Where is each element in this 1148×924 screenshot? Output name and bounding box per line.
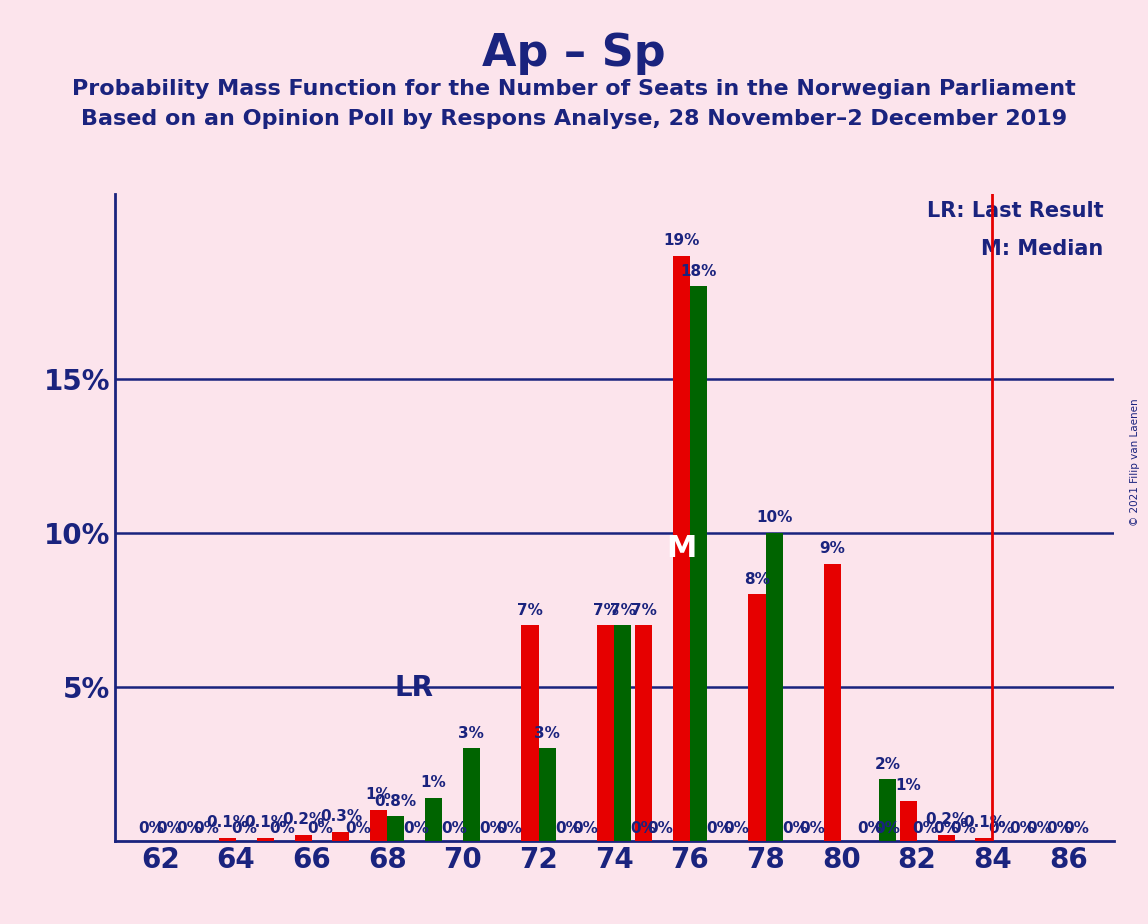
Bar bbox=[938, 834, 955, 841]
Text: 0.2%: 0.2% bbox=[282, 812, 324, 827]
Text: Based on an Opinion Poll by Respons Analyse, 28 November–2 December 2019: Based on an Opinion Poll by Respons Anal… bbox=[82, 109, 1066, 129]
Text: 0%: 0% bbox=[194, 821, 219, 836]
Text: 7%: 7% bbox=[630, 602, 657, 617]
Text: 0.1%: 0.1% bbox=[207, 815, 248, 830]
Bar bbox=[690, 286, 707, 841]
Text: 0.3%: 0.3% bbox=[320, 808, 362, 824]
Text: 0%: 0% bbox=[177, 821, 202, 836]
Text: M: M bbox=[666, 534, 697, 563]
Text: 0%: 0% bbox=[572, 821, 598, 836]
Text: 0%: 0% bbox=[344, 821, 371, 836]
Bar bbox=[635, 626, 652, 841]
Text: 0%: 0% bbox=[232, 821, 257, 836]
Text: 0.1%: 0.1% bbox=[245, 815, 286, 830]
Text: 0.8%: 0.8% bbox=[374, 794, 417, 808]
Text: 0%: 0% bbox=[723, 821, 750, 836]
Text: 0%: 0% bbox=[308, 821, 333, 836]
Text: © 2021 Filip van Laenen: © 2021 Filip van Laenen bbox=[1130, 398, 1140, 526]
Text: 1%: 1% bbox=[366, 787, 391, 802]
Text: 3%: 3% bbox=[534, 725, 560, 741]
Bar bbox=[597, 626, 614, 841]
Text: 0%: 0% bbox=[554, 821, 581, 836]
Text: M: Median: M: Median bbox=[982, 239, 1103, 260]
Text: 19%: 19% bbox=[664, 233, 699, 248]
Text: 0%: 0% bbox=[156, 821, 181, 836]
Text: 0%: 0% bbox=[479, 821, 505, 836]
Text: Probability Mass Function for the Number of Seats in the Norwegian Parliament: Probability Mass Function for the Number… bbox=[72, 79, 1076, 99]
Text: 3%: 3% bbox=[458, 725, 484, 741]
Text: 10%: 10% bbox=[755, 510, 792, 525]
Text: 7%: 7% bbox=[592, 602, 619, 617]
Bar bbox=[219, 838, 235, 841]
Bar bbox=[614, 626, 631, 841]
Text: 0%: 0% bbox=[496, 821, 522, 836]
Text: 0%: 0% bbox=[1026, 821, 1052, 836]
Text: LR: LR bbox=[394, 675, 433, 702]
Text: 0%: 0% bbox=[933, 821, 959, 836]
Text: 0%: 0% bbox=[782, 821, 808, 836]
Bar bbox=[257, 838, 273, 841]
Bar bbox=[425, 797, 442, 841]
Bar bbox=[295, 834, 311, 841]
Text: 2%: 2% bbox=[875, 757, 900, 772]
Bar bbox=[538, 748, 556, 841]
Bar bbox=[370, 810, 387, 841]
Text: 0%: 0% bbox=[875, 821, 900, 836]
Text: 0%: 0% bbox=[913, 821, 938, 836]
Text: 0.2%: 0.2% bbox=[925, 812, 968, 827]
Text: 0%: 0% bbox=[404, 821, 429, 836]
Bar bbox=[766, 533, 783, 841]
Text: 0%: 0% bbox=[858, 821, 884, 836]
Text: 0%: 0% bbox=[1064, 821, 1089, 836]
Text: 0%: 0% bbox=[988, 821, 1014, 836]
Text: 0%: 0% bbox=[647, 821, 674, 836]
Text: 18%: 18% bbox=[680, 263, 716, 279]
Text: 0%: 0% bbox=[441, 821, 467, 836]
Text: 0%: 0% bbox=[1009, 821, 1034, 836]
Text: 7%: 7% bbox=[517, 602, 543, 617]
Bar bbox=[976, 838, 993, 841]
Bar bbox=[387, 816, 404, 841]
Text: 9%: 9% bbox=[820, 541, 846, 556]
Text: 0%: 0% bbox=[270, 821, 295, 836]
Bar bbox=[824, 564, 841, 841]
Text: 8%: 8% bbox=[744, 572, 770, 587]
Bar bbox=[748, 594, 766, 841]
Text: LR: Last Result: LR: Last Result bbox=[926, 201, 1103, 221]
Text: 0%: 0% bbox=[630, 821, 657, 836]
Text: 0.1%: 0.1% bbox=[963, 815, 1004, 830]
Text: 1%: 1% bbox=[420, 775, 447, 790]
Text: 0%: 0% bbox=[706, 821, 732, 836]
Bar bbox=[521, 626, 538, 841]
Text: 0%: 0% bbox=[1047, 821, 1072, 836]
Text: Ap – Sp: Ap – Sp bbox=[482, 32, 666, 76]
Text: 7%: 7% bbox=[610, 602, 636, 617]
Bar bbox=[463, 748, 480, 841]
Text: 1%: 1% bbox=[895, 778, 921, 793]
Bar bbox=[900, 801, 917, 841]
Text: 0%: 0% bbox=[799, 821, 824, 836]
Text: 0%: 0% bbox=[951, 821, 976, 836]
Bar bbox=[879, 779, 897, 841]
Text: 0%: 0% bbox=[139, 821, 164, 836]
Bar bbox=[332, 832, 349, 841]
Bar bbox=[673, 256, 690, 841]
